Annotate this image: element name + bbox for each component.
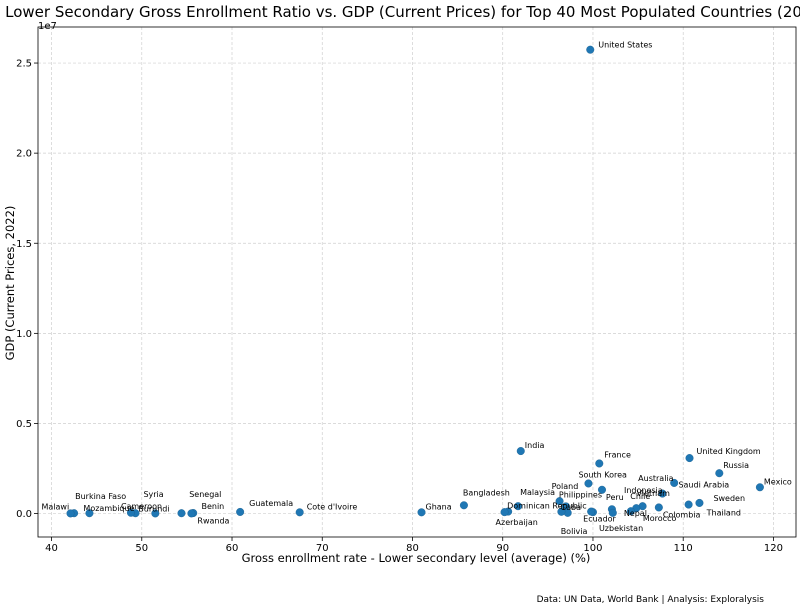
data-point-label: Burkina Faso [75,492,126,501]
plot-area-frame [37,26,797,538]
y-axis-ticks: 0.0 0.5 1.0 1.5 2.0 2.5 [16,59,38,520]
data-point-label: Russia [723,461,749,470]
data-point-label: Sweden [713,494,745,503]
data-point [557,507,566,516]
x-axis-ticks: 40 50 60 70 80 90 100 110 120 [45,537,783,554]
data-point-label: Benin [201,502,224,511]
data-point [684,500,693,509]
data-point-label: Thailand [706,509,741,518]
y-tick-label: 1.5 [16,239,32,250]
data-point-label: Senegal [189,490,221,499]
data-point-label: United Kingdom [697,447,761,456]
data-point [595,459,604,468]
x-tick-label: 100 [583,543,602,554]
point-labels: United States India France Indonesia United … [41,41,791,536]
data-point-label: Mexico [764,477,792,486]
data-point-label: South Korea [578,470,627,479]
data-point [236,507,245,516]
data-point [584,479,593,488]
data-point-label: Dominican Republic [507,502,586,511]
data-point-label: Chile [630,492,650,501]
data-point-label: Cote d'Ivoire [307,502,358,511]
data-point [85,509,94,518]
data-point [66,509,75,518]
data-point [500,508,509,517]
source-note: Data: UN Data, World Bank | Analysis: Ex… [537,595,765,605]
data-point-label: Vietnam [637,489,671,498]
data-point-label: Bolivia [561,527,588,536]
x-tick-label: 90 [496,543,509,554]
data-points [66,45,764,518]
data-point-label: Cuba [560,503,581,512]
grid-lines [38,27,796,537]
data-point-label: France [604,450,631,459]
data-point-label: Syria [143,490,163,499]
x-tick-label: 50 [135,543,148,554]
data-point-label: India [525,441,545,450]
y-tick-label: 0.0 [16,509,32,520]
data-point-label: Cameroon [121,502,162,511]
data-point [417,508,426,517]
data-point-label: Uzbekistan [599,524,643,533]
data-point [626,507,635,516]
x-tick-label: 110 [674,543,693,554]
data-point [126,508,135,517]
data-point-label: Malaysia [520,488,555,497]
data-point [597,485,606,494]
y-axis-multiplier: 1e7 [38,21,57,32]
data-point-label: United States [598,41,652,50]
x-axis-label: Gross enrollment rate - Lower secondary … [242,551,591,565]
x-tick-label: 40 [45,543,58,554]
y-axis-label: GDP (Current Prices, 2022) [3,206,17,361]
data-point-label: Burundi [138,504,169,513]
data-point-label: Ecuador [583,515,616,524]
data-point [187,509,196,518]
chart-title: Lower Secondary Gross Enrollment Ratio v… [5,3,800,21]
data-point [555,497,564,506]
data-point-label: Malawi [41,502,69,511]
data-point-label: Mozambique [83,504,134,513]
y-tick-label: 2.0 [16,149,32,160]
data-point [695,498,704,507]
data-point-label: Australia [638,474,673,483]
data-point [516,447,525,456]
data-point-label: Philippines [559,490,602,499]
data-point [654,503,663,512]
y-tick-label: 2.5 [16,59,32,70]
data-point [514,502,523,511]
y-tick-label: 1.0 [16,329,32,340]
x-tick-label: 80 [406,543,419,554]
data-point [715,469,724,478]
data-point-label: Guatemala [249,499,293,508]
x-tick-label: 60 [226,543,239,554]
data-point [658,489,667,498]
data-point [670,478,679,487]
data-point-label: Rwanda [197,516,229,525]
y-tick-label: 0.5 [16,419,32,430]
x-tick-label: 120 [764,543,783,554]
data-point-label: Morocco [643,514,677,523]
data-point [587,507,596,516]
x-tick-label: 70 [316,543,329,554]
data-point [608,508,617,517]
data-point [459,501,468,510]
data-point [177,509,186,518]
data-point-label: Indonesia [624,486,663,495]
data-point-label: Ghana [426,502,452,511]
data-point-label: Azerbaijan [496,518,538,527]
data-point [295,508,304,517]
data-point [151,509,160,518]
data-point-label: Saudi Arabia [678,481,729,490]
data-point [586,45,595,54]
data-point-label: Nepal [624,509,647,518]
data-point [755,483,764,492]
data-point-label: Bangladesh [463,488,510,497]
data-point [685,454,694,463]
data-point-label: Colombia [663,510,701,519]
data-point-label: Peru [606,493,624,502]
data-point-label: Poland [552,482,579,491]
